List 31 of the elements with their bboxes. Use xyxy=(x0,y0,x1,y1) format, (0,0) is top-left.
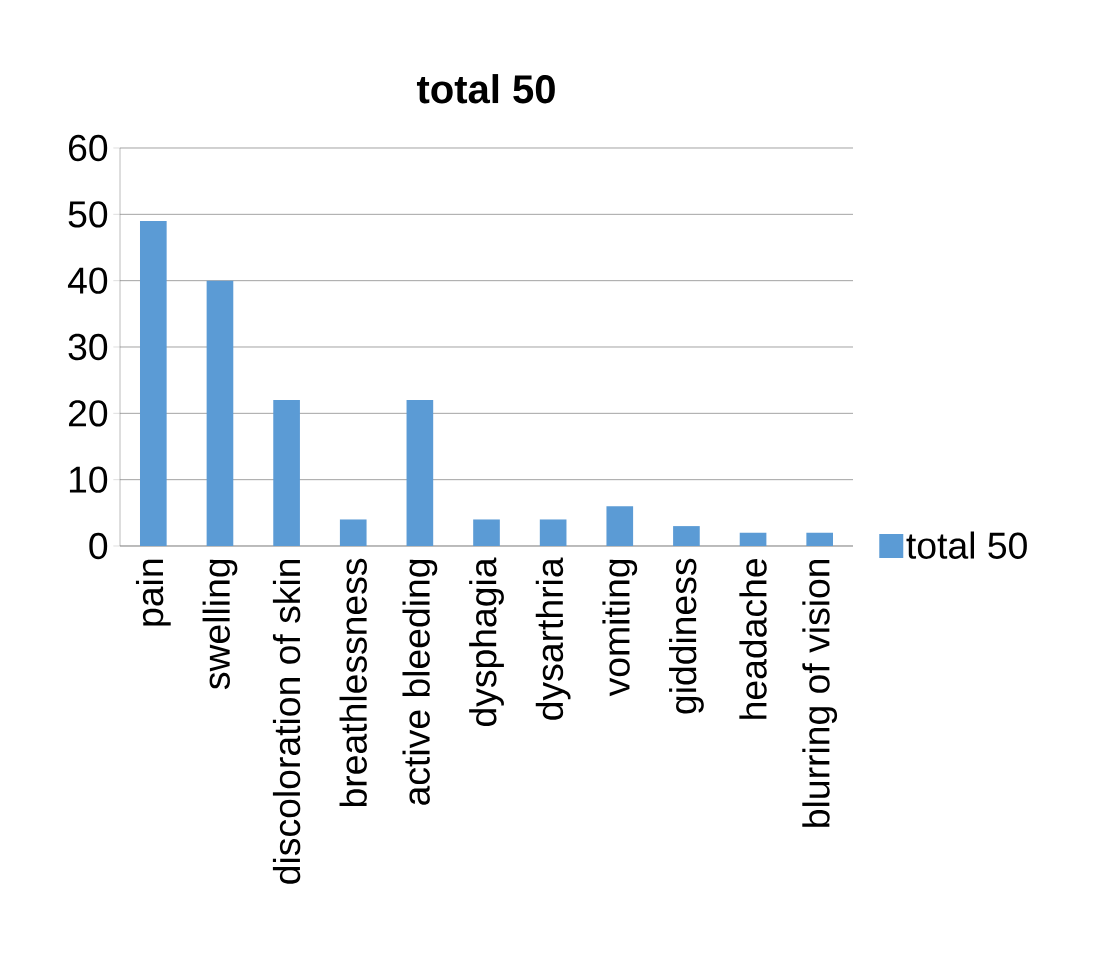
bar xyxy=(473,519,500,546)
y-tick-label: 20 xyxy=(68,400,108,427)
x-tick-label: active bleeding xyxy=(402,559,438,805)
y-tick-label: 0 xyxy=(89,532,108,560)
x-tick-label: swelling xyxy=(202,559,238,690)
legend-label: total 50 xyxy=(906,531,1027,559)
x-tick-label: giddiness xyxy=(669,558,704,714)
bar xyxy=(539,519,567,546)
bar xyxy=(406,400,434,546)
bar xyxy=(206,280,234,546)
y-tick-label: 40 xyxy=(67,267,108,294)
x-tick-label: blurring of vision xyxy=(802,559,838,827)
bar xyxy=(606,506,634,546)
x-tick-label: breathlessness xyxy=(339,558,367,807)
x-tick-label: dysarthria xyxy=(535,557,571,720)
bar xyxy=(673,526,700,546)
y-tick-label: 50 xyxy=(68,201,108,228)
bar xyxy=(806,532,834,546)
x-tick-label: dysphagia xyxy=(469,557,504,727)
bar xyxy=(339,519,367,546)
y-tick-label: 30 xyxy=(68,333,108,361)
x-tick-label: headache xyxy=(739,559,767,719)
bar xyxy=(739,532,767,546)
y-tick-label: 10 xyxy=(69,466,108,493)
x-tick-label: discoloration of skin xyxy=(272,559,301,884)
x-tick-label: vomiting xyxy=(602,559,638,697)
bar xyxy=(139,220,167,546)
y-tick-label: 60 xyxy=(69,134,108,162)
chart-title: total 50 xyxy=(416,74,555,104)
x-tick-label: pain xyxy=(135,559,171,626)
bar xyxy=(273,400,300,546)
